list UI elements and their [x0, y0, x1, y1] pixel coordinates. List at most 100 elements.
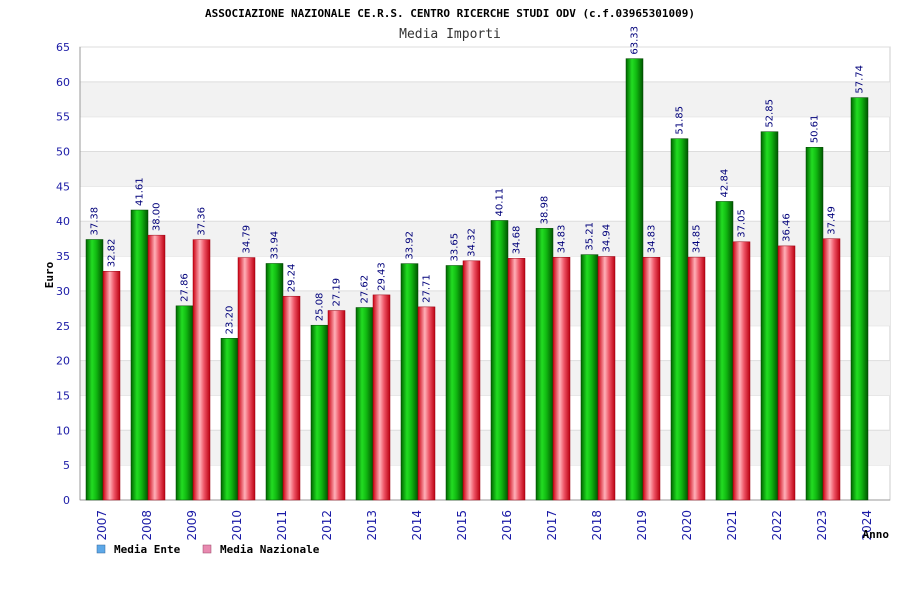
chart-title: ASSOCIAZIONE NAZIONALE CE.R.S. CENTRO RI… — [205, 7, 695, 20]
y-tick-label: 0 — [63, 494, 70, 507]
bar-nazionale — [822, 238, 841, 501]
x-tick-label: 2018 — [590, 510, 604, 541]
bar-ente — [715, 201, 734, 501]
bar-value-label: 52.85 — [765, 99, 776, 128]
bar-nazionale — [282, 295, 301, 501]
bar-ente — [535, 228, 554, 501]
y-tick-label: 65 — [56, 41, 70, 54]
legend: Media Ente Media Nazionale — [96, 543, 320, 556]
bar-value-label: 36.46 — [782, 213, 793, 242]
x-tick-label: 2020 — [680, 510, 694, 541]
grid-band — [80, 430, 890, 466]
bar-ente — [130, 209, 149, 501]
y-axis-label: Euro — [43, 261, 56, 288]
x-tick-label: 2016 — [500, 510, 514, 541]
x-tick-label: 2010 — [230, 510, 244, 541]
bar-value-label: 37.49 — [827, 206, 838, 235]
bar-nazionale — [372, 294, 391, 501]
x-axis-label: Anno — [863, 528, 890, 541]
bar-value-label: 34.85 — [692, 224, 703, 253]
bar-ente — [265, 263, 284, 501]
bars: 37.38 32.82 41.61 38.00 27.86 37.36 23.20 34.79… — [85, 26, 869, 501]
bar-ente — [400, 263, 419, 501]
bar-ente — [580, 254, 599, 501]
grid-band — [80, 360, 890, 396]
bar-value-label: 23.20 — [225, 306, 236, 335]
legend-label-ente: Media Ente — [114, 543, 181, 556]
bar-ente — [760, 131, 779, 501]
grid-band — [80, 151, 890, 187]
bar-value-label: 29.24 — [287, 264, 298, 293]
bar-value-label: 25.08 — [315, 293, 326, 322]
bar-ente — [670, 138, 689, 501]
x-tick-label: 2023 — [815, 510, 829, 541]
bar-value-label: 27.86 — [180, 273, 191, 302]
bar-value-label: 35.21 — [585, 222, 596, 251]
bar-value-label: 37.36 — [197, 207, 208, 236]
bar-value-label: 27.71 — [422, 274, 433, 303]
chart-subtitle: Media Importi — [399, 27, 501, 42]
bar-value-label: 57.74 — [855, 65, 866, 94]
x-tick-label: 2019 — [635, 510, 649, 541]
y-tick-label: 25 — [56, 320, 70, 333]
legend-swatch-nazionale — [202, 544, 212, 554]
y-tick-label: 50 — [56, 146, 70, 159]
y-axis: 0 5 10 15 20 25 30 35 40 45 50 55 60 65 — [56, 41, 70, 507]
x-tick-label: 2017 — [545, 510, 559, 541]
legend-swatch-ente — [96, 544, 106, 554]
bar-nazionale — [507, 258, 526, 501]
bar-nazionale — [417, 306, 436, 501]
bar-value-label: 34.83 — [647, 225, 658, 254]
bar-value-label: 32.82 — [107, 239, 118, 268]
grid-band — [80, 81, 890, 117]
bar-value-label: 40.11 — [495, 188, 506, 217]
bar-ente — [355, 307, 374, 501]
bar-nazionale — [732, 241, 751, 501]
y-tick-label: 15 — [56, 389, 70, 402]
bar-ente — [805, 147, 824, 501]
bar-ente — [445, 265, 464, 501]
grid-band — [80, 221, 890, 257]
bar-value-label: 42.84 — [720, 169, 731, 198]
grid-band — [80, 290, 890, 326]
x-tick-label: 2015 — [455, 510, 469, 541]
bar-value-label: 37.38 — [90, 207, 101, 236]
bar-nazionale — [552, 257, 571, 501]
bar-nazionale — [687, 256, 706, 501]
bar-value-label: 34.94 — [602, 224, 613, 253]
bar-ente — [220, 338, 239, 501]
bar-value-label: 34.68 — [512, 226, 523, 255]
bar-ente — [175, 305, 194, 501]
bar-value-label: 33.94 — [270, 231, 281, 260]
bar-nazionale — [237, 257, 256, 501]
bar-value-label: 34.32 — [467, 228, 478, 257]
bar-nazionale — [147, 234, 166, 501]
x-tick-label: 2022 — [770, 510, 784, 541]
y-tick-label: 35 — [56, 250, 70, 263]
bar-nazionale — [642, 257, 661, 501]
bar-nazionale — [192, 239, 211, 501]
y-tick-label: 40 — [56, 215, 70, 228]
bar-value-label: 63.33 — [630, 26, 641, 55]
bar-value-label: 38.98 — [540, 196, 551, 225]
x-tick-label: 2007 — [95, 510, 109, 541]
bar-nazionale — [327, 310, 346, 501]
bar-value-label: 29.43 — [377, 262, 388, 291]
x-tick-label: 2021 — [725, 510, 739, 541]
bar-ente — [850, 97, 869, 501]
bar-nazionale — [597, 256, 616, 501]
bar-value-label: 51.85 — [675, 106, 686, 135]
plot-frame — [79, 46, 891, 501]
x-tick-label: 2013 — [365, 510, 379, 541]
y-tick-label: 5 — [63, 459, 70, 472]
bar-ente — [310, 324, 329, 501]
y-tick-label: 45 — [56, 180, 70, 193]
x-axis: 2007 2008 2009 2010 2011 2012 2013 2014 2015 2016… — [95, 510, 874, 541]
plot-background — [79, 46, 891, 501]
x-tick-label: 2009 — [185, 510, 199, 541]
bar-value-label: 38.00 — [152, 203, 163, 232]
bar-ente — [625, 58, 644, 501]
y-tick-label: 30 — [56, 285, 70, 298]
bar-value-label: 37.05 — [737, 209, 748, 238]
